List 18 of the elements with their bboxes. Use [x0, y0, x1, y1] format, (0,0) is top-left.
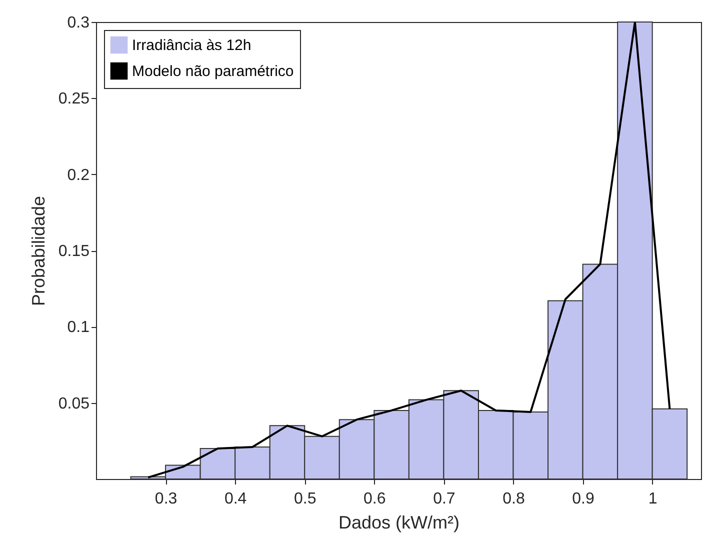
- x-tick-label: 0.8: [502, 490, 525, 508]
- x-tick-label: 0.3: [154, 490, 178, 508]
- y-tick-label: 0.1: [67, 319, 90, 336]
- legend-label: Modelo não paramétrico: [132, 63, 294, 80]
- y-tick-label: 0.05: [58, 395, 90, 412]
- y-tick-label: 0.3: [67, 14, 90, 32]
- y-axis-title: Probabilidade: [28, 196, 48, 306]
- legend-label: Irradiância às 12h: [132, 37, 252, 54]
- x-tick-label: 0.5: [294, 490, 316, 508]
- x-tick-label: 0.4: [224, 490, 247, 508]
- x-tick-label: 0.9: [572, 490, 594, 508]
- y-tick-label: 0.2: [67, 166, 90, 184]
- x-tick-label: 0.7: [433, 490, 456, 508]
- x-tick-label: 0.6: [364, 490, 386, 508]
- x-tick-label: 1: [648, 490, 658, 508]
- y-tick-label: 0.15: [58, 243, 90, 260]
- y-tick-label: 0.25: [58, 90, 90, 108]
- x-axis-title: Dados (kW/m²): [338, 512, 460, 532]
